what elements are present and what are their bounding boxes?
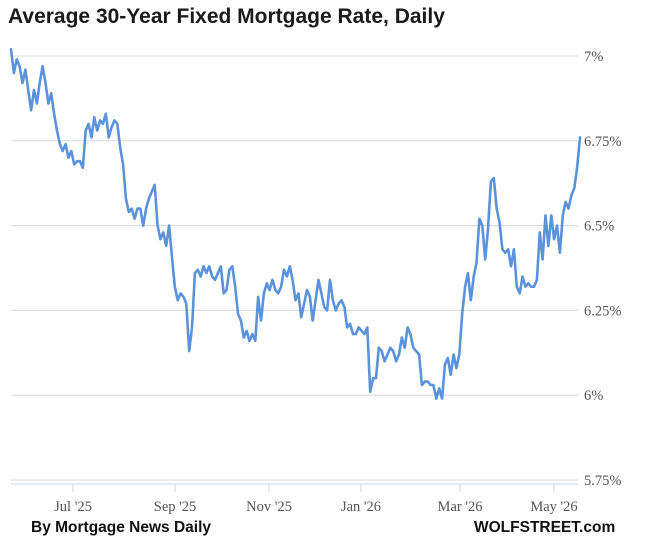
x-tick-label: Mar '26 xyxy=(438,499,483,515)
brand-watermark: WOLFSTREET.com xyxy=(474,519,616,536)
x-tick-label: May '26 xyxy=(530,499,577,515)
x-tick-label: Nov '25 xyxy=(246,499,292,515)
y-tick-label: 6% xyxy=(584,388,603,404)
y-tick-label: 5.75% xyxy=(584,473,621,489)
source-credit: By Mortgage News Daily xyxy=(31,519,212,536)
y-tick-label: 6.75% xyxy=(584,134,621,150)
y-axis-ticks: 7% 6.75% 6.5% 6.25% 6% 5.75% xyxy=(584,49,621,489)
y-tick-label: 6.25% xyxy=(584,303,621,319)
series-line-mortgage-rate xyxy=(9,47,582,400)
x-tick-label: Sep '25 xyxy=(154,499,197,515)
y-tick-label: 7% xyxy=(584,49,603,65)
x-tick-label: Jul '25 xyxy=(54,499,92,515)
chart-title: Average 30-Year Fixed Mortgage Rate, Dai… xyxy=(8,5,445,28)
x-axis-ticks: Jul '25 Sep '25 Nov '25 Jan '26 Mar '26 May '… xyxy=(54,484,578,515)
x-tick-label: Jan '26 xyxy=(341,499,381,515)
series-group xyxy=(9,47,582,400)
y-tick-label: 6.5% xyxy=(584,219,614,235)
